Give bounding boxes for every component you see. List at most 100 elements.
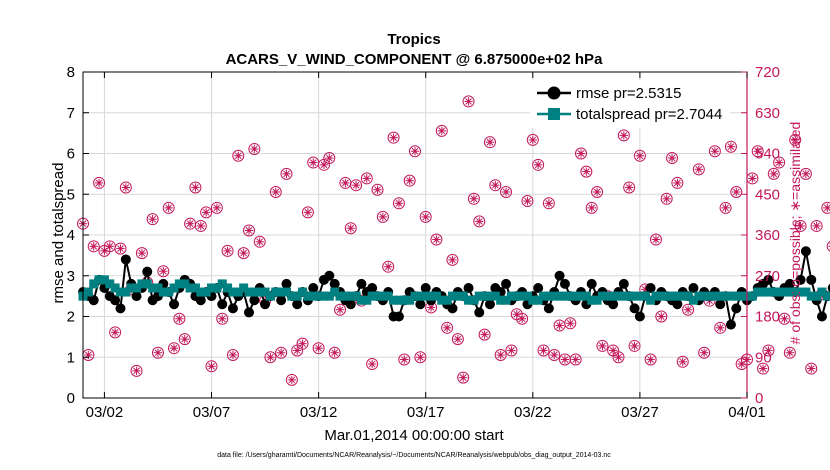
totalspread-point <box>672 291 682 301</box>
y-tick-label: 1 <box>67 349 75 366</box>
rmse-point <box>227 303 238 314</box>
totalspread-point <box>399 295 409 305</box>
rmse-point <box>763 274 774 285</box>
rmse-point <box>463 282 474 293</box>
totalspread-point <box>480 291 490 301</box>
totalspread-point <box>314 291 324 301</box>
obs-assimilated-point <box>635 151 645 160</box>
rmse-point <box>308 282 319 293</box>
obs-possible-point <box>821 201 830 214</box>
asterisk-stroke <box>299 340 306 347</box>
asterisk-stroke <box>422 213 430 221</box>
obs-possible-point <box>537 344 550 357</box>
totalspread-point <box>442 295 452 305</box>
asterisk-stroke <box>154 349 162 357</box>
footnote: data file: /Users/gharamti/Documents/NCA… <box>217 452 611 459</box>
obs-possible-point <box>473 215 486 228</box>
obs-possible-point <box>526 133 539 146</box>
asterisk-stroke <box>465 98 472 105</box>
chart-title: Tropics <box>387 31 440 48</box>
obs-possible-point <box>671 176 684 189</box>
obs-assimilated-point <box>533 160 543 170</box>
totalspread-point <box>239 283 249 293</box>
asterisk-stroke <box>491 181 499 189</box>
obs-assimilated-point <box>716 323 725 333</box>
obs-possible-point <box>655 310 668 323</box>
totalspread-point <box>651 291 661 301</box>
obs-assimilated-point <box>491 180 500 190</box>
asterisk-stroke <box>674 179 681 187</box>
obs-assimilated-point <box>287 375 297 385</box>
rmse-point <box>533 282 544 293</box>
obs-assimilated-point <box>501 187 511 197</box>
asterisk-stroke <box>545 199 553 207</box>
asterisk-stroke <box>508 347 515 354</box>
rmse-point <box>688 282 699 293</box>
obs-possible-point <box>280 167 293 180</box>
obs-assimilated-point <box>576 149 586 158</box>
obs-possible-point <box>146 213 159 226</box>
obs-assimilated-point <box>464 97 473 106</box>
obs-assimilated-point <box>325 153 334 163</box>
asterisk-stroke <box>277 349 285 357</box>
totalspread-point <box>148 283 158 293</box>
obs-possible-point <box>430 233 443 246</box>
obs-possible-point <box>237 247 250 260</box>
asterisk-stroke <box>224 247 231 255</box>
obs-assimilated-point <box>153 348 163 357</box>
legend-rmse-marker <box>547 86 561 100</box>
obs-assimilated-point <box>244 226 254 235</box>
totalspread-point <box>506 291 516 301</box>
totalspread-point <box>603 291 613 301</box>
asterisk-stroke <box>765 347 772 354</box>
obs-possible-point <box>296 337 309 350</box>
obs-possible-point <box>505 344 518 357</box>
totalspread-point <box>549 291 559 301</box>
totalspread-point <box>528 295 538 305</box>
rmse-point <box>292 299 303 310</box>
totalspread-point <box>174 279 184 289</box>
asterisk-stroke <box>374 186 381 194</box>
rmse-point <box>795 274 806 285</box>
asterisk-stroke <box>749 175 756 182</box>
x-tick-label: 03/22 <box>514 404 552 421</box>
asterisk-stroke <box>218 315 226 323</box>
asterisk-stroke <box>775 159 783 166</box>
rmse-point <box>543 303 554 314</box>
obs-assimilated-point <box>191 183 200 192</box>
obs-assimilated-point <box>282 169 291 179</box>
obs-assimilated-point <box>442 323 452 333</box>
asterisk-stroke <box>727 143 735 151</box>
obs-assimilated-point <box>475 217 484 226</box>
asterisk-stroke <box>540 347 547 354</box>
totalspread-point <box>115 287 125 297</box>
rmse-point <box>586 278 597 289</box>
y-tick-label: 3 <box>67 268 75 285</box>
obs-assimilated-point <box>608 346 618 355</box>
totalspread-point <box>410 291 420 301</box>
totalspread-point <box>597 291 607 301</box>
totalspread-point <box>185 283 195 293</box>
totalspread-point <box>362 295 372 305</box>
asterisk-stroke <box>615 353 622 361</box>
obs-possible-point <box>269 185 282 198</box>
totalspread-point <box>308 291 318 301</box>
obs-possible-point <box>360 172 373 185</box>
asterisk-stroke <box>518 315 526 323</box>
totalspread-point <box>721 291 731 301</box>
asterisk-stroke <box>336 306 344 314</box>
totalspread-point <box>421 291 431 301</box>
totalspread-point <box>539 291 549 301</box>
obs-possible-point <box>376 210 389 223</box>
obs-assimilated-point <box>100 246 109 256</box>
asterisk-stroke <box>791 136 799 144</box>
asterisk-stroke <box>122 184 130 191</box>
obs-possible-point <box>612 351 625 364</box>
totalspread-point <box>260 287 270 297</box>
obs-possible-point <box>435 124 448 137</box>
y2-tick-label: 90 <box>755 349 772 366</box>
asterisk-stroke <box>652 236 660 243</box>
rmse-point <box>800 246 811 257</box>
obs-possible-point <box>762 344 775 357</box>
obs-assimilated-point <box>159 267 168 276</box>
